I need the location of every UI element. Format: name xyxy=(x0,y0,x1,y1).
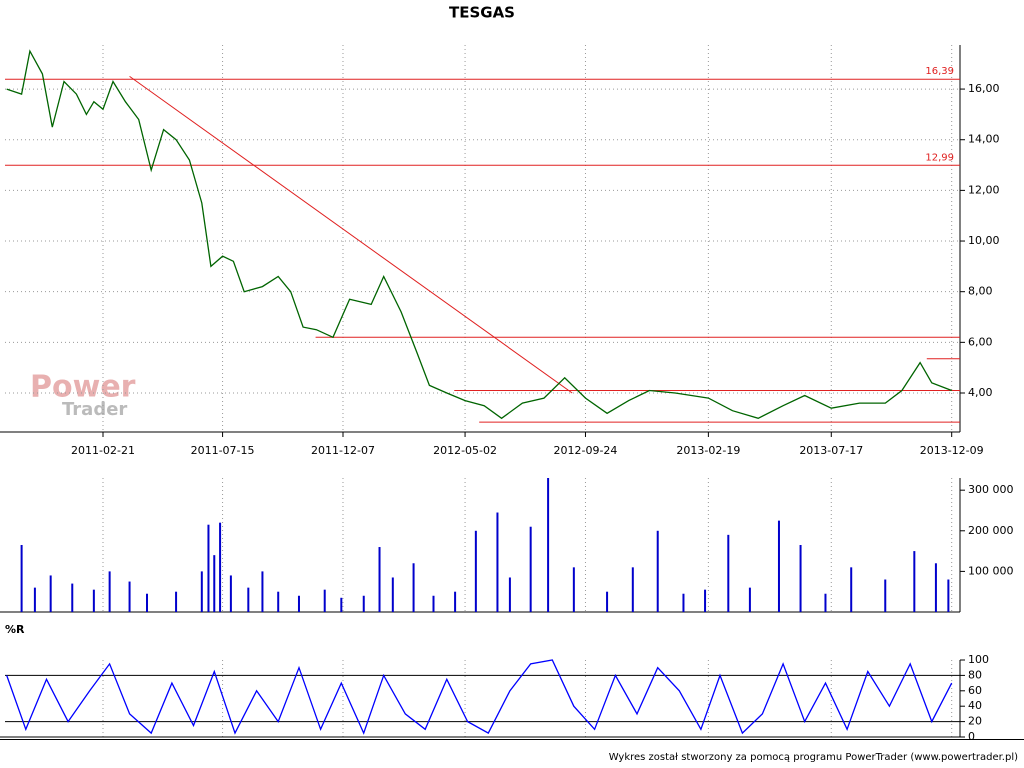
y-tick-label: 100 xyxy=(968,653,989,666)
bar xyxy=(20,545,23,612)
bar xyxy=(33,587,36,612)
bar xyxy=(219,522,222,612)
y-tick-label: 300 000 xyxy=(968,483,1014,496)
y-tick-label: 10,00 xyxy=(968,234,1000,247)
bar xyxy=(49,575,52,612)
credit: Wykres został stworzony za pomocą progra… xyxy=(609,752,1018,763)
x-tick-label: 2012-05-02 xyxy=(433,444,497,457)
x-tick-label: 2011-02-21 xyxy=(71,444,135,457)
bar xyxy=(606,591,609,612)
bar xyxy=(631,567,634,612)
watermark: Power xyxy=(30,370,136,405)
bar xyxy=(824,593,827,612)
y-tick-label: 60 xyxy=(968,684,982,697)
bar xyxy=(200,571,203,612)
bar xyxy=(777,520,780,612)
y-tick-label: 6,00 xyxy=(968,335,993,348)
bar xyxy=(247,587,250,612)
x-tick-label: 2012-09-24 xyxy=(554,444,618,457)
annotation: 16,39 xyxy=(925,66,954,77)
bar xyxy=(146,593,149,612)
bar xyxy=(229,575,232,612)
bar xyxy=(529,526,532,612)
bar xyxy=(128,581,131,612)
bar xyxy=(727,534,730,612)
bar xyxy=(704,589,707,612)
x-tick-label: 2011-07-15 xyxy=(191,444,255,457)
x-tick-label: 2013-02-19 xyxy=(676,444,740,457)
bar xyxy=(412,563,415,612)
y-tick-label: 20 xyxy=(968,715,982,728)
bar xyxy=(207,524,210,612)
y-tick-label: 16,00 xyxy=(968,82,1000,95)
bar xyxy=(508,577,511,612)
x-tick-label: 2013-12-09 xyxy=(920,444,984,457)
bar xyxy=(391,577,394,612)
bar xyxy=(947,579,950,612)
bar xyxy=(474,530,477,612)
bar xyxy=(913,551,916,612)
x-tick-label: 2011-12-07 xyxy=(311,444,375,457)
price-line xyxy=(6,49,952,420)
bar xyxy=(340,597,343,612)
bar xyxy=(71,583,74,612)
panel-title: %R xyxy=(5,623,25,636)
bar xyxy=(547,478,550,612)
bar xyxy=(432,595,435,612)
bar xyxy=(884,579,887,612)
y-tick-label: 80 xyxy=(968,668,982,681)
bar xyxy=(934,563,937,612)
bar xyxy=(297,595,300,612)
bar xyxy=(799,545,802,612)
bar xyxy=(748,587,751,612)
watermark: Trader xyxy=(62,399,127,420)
y-tick-label: 100 000 xyxy=(968,564,1014,577)
y-tick-label: 14,00 xyxy=(968,133,1000,146)
trend-line xyxy=(129,75,573,394)
separator xyxy=(0,739,1024,740)
bar xyxy=(454,591,457,612)
bar xyxy=(656,530,659,612)
annotation: 12,99 xyxy=(925,152,954,163)
x-tick-label: 2013-07-17 xyxy=(799,444,863,457)
bar xyxy=(378,547,381,612)
y-tick-label: 8,00 xyxy=(968,285,993,298)
chart-title: TESGAS xyxy=(449,4,515,22)
y-tick-label: 12,00 xyxy=(968,183,1000,196)
y-tick-label: 0 xyxy=(968,730,975,743)
bar xyxy=(261,571,264,612)
bar xyxy=(213,555,216,612)
y-tick-label: 40 xyxy=(968,699,982,712)
bar xyxy=(682,593,685,612)
bar xyxy=(92,589,95,612)
bar xyxy=(572,567,575,612)
bar xyxy=(175,591,178,612)
bar xyxy=(362,595,365,612)
price-line xyxy=(6,659,953,735)
bar xyxy=(108,571,111,612)
y-tick-label: 4,00 xyxy=(968,386,993,399)
bar xyxy=(277,591,280,612)
bar xyxy=(496,512,499,612)
bar xyxy=(323,589,326,612)
bar xyxy=(850,567,853,612)
y-tick-label: 200 000 xyxy=(968,524,1014,537)
